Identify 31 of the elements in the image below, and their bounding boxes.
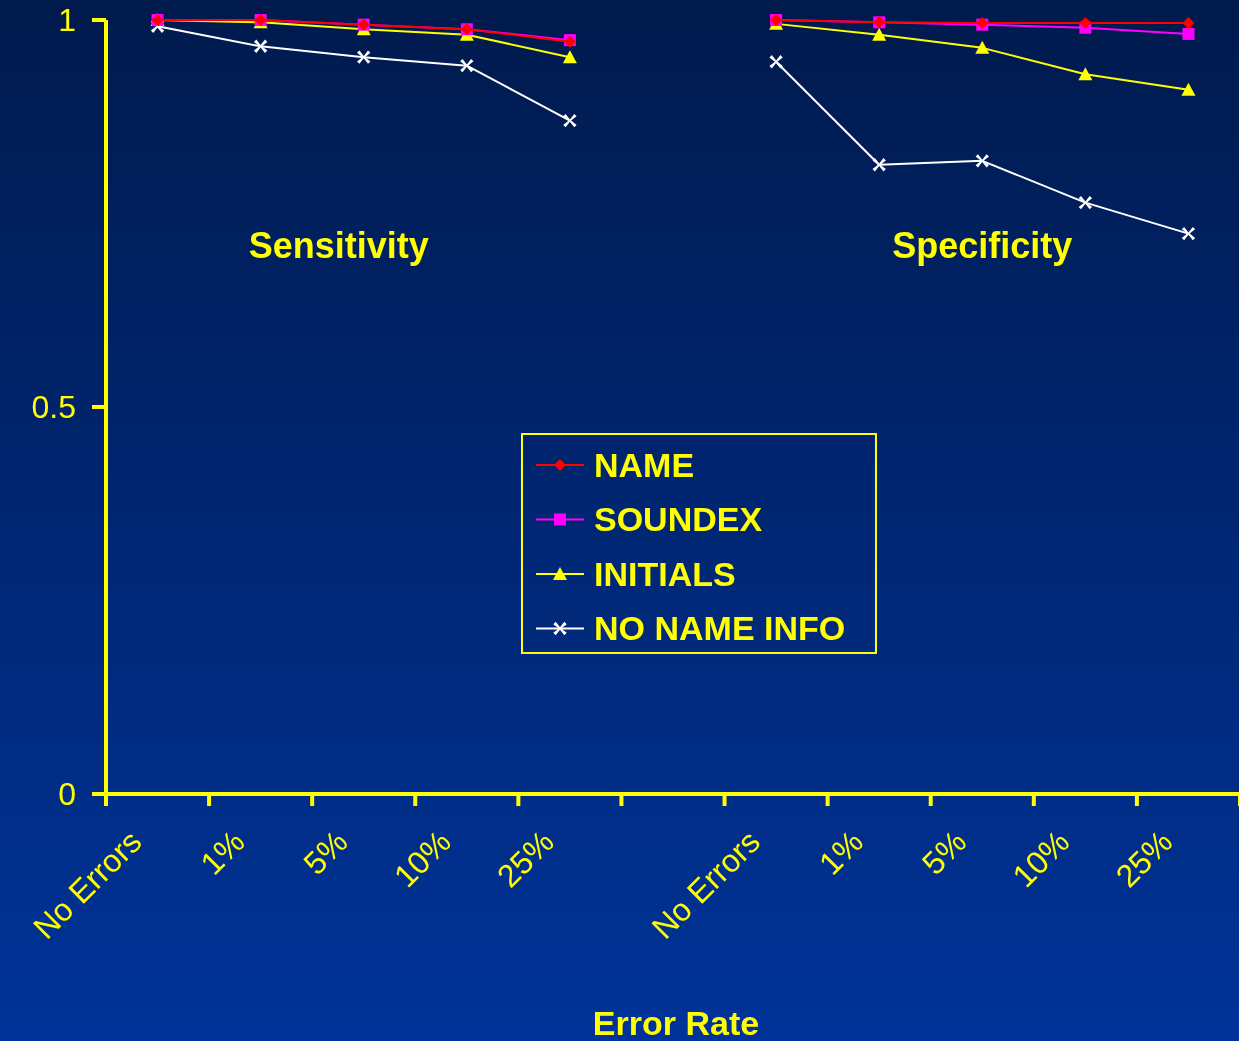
point	[1181, 226, 1196, 241]
x-tick-label: 5%	[296, 823, 355, 882]
point	[1079, 17, 1092, 30]
point	[769, 55, 783, 69]
point	[1182, 17, 1195, 30]
legend-label: NO NAME INFO	[594, 609, 846, 648]
point	[562, 50, 577, 64]
y-tick-label: 0.5	[31, 389, 76, 426]
point	[1078, 67, 1093, 81]
y-tick-label: 0	[58, 776, 76, 813]
point	[1182, 27, 1195, 40]
point	[975, 154, 989, 168]
legend-label: NAME	[594, 445, 695, 484]
point	[975, 40, 990, 54]
legend-label: SOUNDEX	[594, 500, 763, 539]
x-tick-label: 5%	[915, 823, 974, 882]
x-tick-label: 1%	[193, 823, 252, 882]
point	[872, 158, 886, 172]
point	[1078, 195, 1093, 210]
point	[563, 113, 577, 128]
point	[872, 27, 887, 41]
y-tick-label: 1	[58, 2, 76, 39]
point	[253, 39, 268, 54]
point	[357, 50, 371, 64]
legend-label: INITIALS	[594, 554, 736, 593]
annotation: Specificity	[892, 225, 1073, 266]
annotation: Sensitivity	[248, 225, 429, 266]
x-axis-title: Error Rate	[592, 1004, 760, 1041]
point	[1181, 82, 1196, 96]
point	[460, 58, 474, 73]
x-tick-label: 1%	[811, 823, 871, 882]
